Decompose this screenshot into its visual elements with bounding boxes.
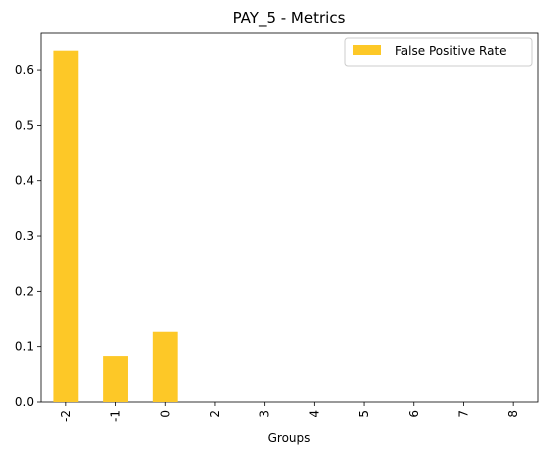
x-tick-label: -2 xyxy=(59,410,73,422)
x-axis: -2 -1 0 2 3 4 5 6 7 8 xyxy=(59,402,520,422)
x-tick-label: 7 xyxy=(456,410,470,418)
x-tick-label: 2 xyxy=(208,410,222,418)
legend-swatch xyxy=(353,45,381,55)
x-tick-label: 8 xyxy=(506,410,520,418)
legend: False Positive Rate xyxy=(344,37,533,67)
legend-label: False Positive Rate xyxy=(395,44,507,58)
x-tick-label: 5 xyxy=(357,410,371,418)
x-tick-label: 0 xyxy=(158,410,172,418)
x-tick-label: 3 xyxy=(258,410,272,418)
y-axis: 0.0 0.1 0.2 0.3 0.4 0.5 0.6 xyxy=(15,63,41,409)
x-tick-label: 4 xyxy=(307,410,321,418)
bar xyxy=(103,356,128,402)
plot-area xyxy=(40,32,539,403)
y-tick-label: 0.4 xyxy=(15,174,34,188)
bar xyxy=(53,50,79,402)
bar xyxy=(152,331,178,402)
y-tick-label: 0.5 xyxy=(15,118,34,132)
chart-title: PAY_5 - Metrics xyxy=(233,9,346,28)
x-tick-label: 6 xyxy=(407,410,421,418)
y-tick-label: 0.1 xyxy=(15,340,34,354)
y-tick-label: 0.0 xyxy=(15,395,34,409)
x-axis-label: Groups xyxy=(268,431,311,445)
bars xyxy=(53,50,178,402)
y-tick-label: 0.6 xyxy=(15,63,34,77)
legend-box xyxy=(344,37,533,67)
y-tick-label: 0.2 xyxy=(15,284,34,298)
x-tick-label: -1 xyxy=(109,410,123,422)
y-tick-label: 0.3 xyxy=(15,229,34,243)
